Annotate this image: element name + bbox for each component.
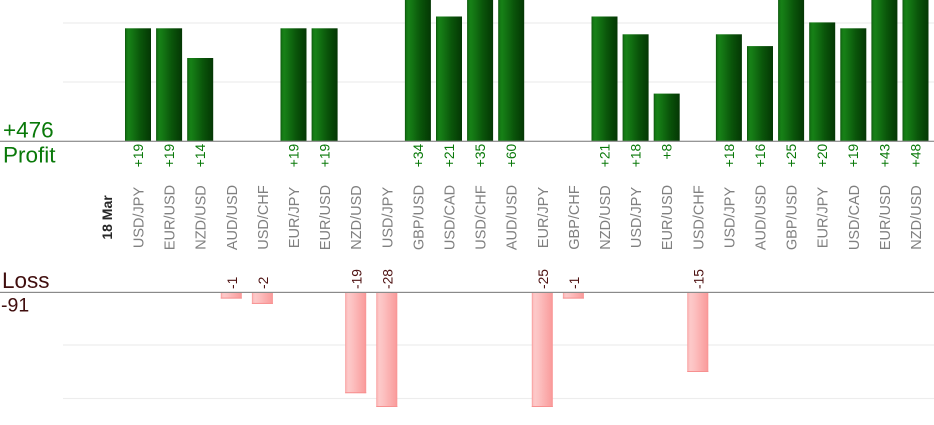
svg-text:+48: +48 [908, 143, 923, 167]
svg-text:+16: +16 [753, 143, 768, 167]
svg-text:+19: +19 [846, 143, 861, 167]
svg-text:-1: -1 [225, 277, 240, 289]
svg-text:+18: +18 [722, 143, 737, 167]
svg-text:18 Mar: 18 Mar [99, 195, 115, 240]
svg-text:+19: +19 [318, 143, 333, 167]
svg-text:-28: -28 [380, 269, 395, 289]
svg-text:EUR/USD: EUR/USD [163, 185, 179, 250]
svg-text:NZD/USD: NZD/USD [349, 185, 365, 249]
svg-text:AUD/USD: AUD/USD [505, 185, 521, 250]
svg-text:+43: +43 [877, 143, 892, 167]
svg-text:+21: +21 [597, 144, 612, 167]
svg-text:EUR/USD: EUR/USD [318, 185, 334, 250]
svg-text:AUD/USD: AUD/USD [754, 185, 770, 250]
svg-text:+19: +19 [131, 143, 146, 167]
svg-text:USD/JPY: USD/JPY [629, 187, 645, 249]
svg-text:USD/JPY: USD/JPY [722, 187, 738, 249]
svg-text:EUR/JPY: EUR/JPY [816, 187, 832, 249]
svg-text:+21: +21 [442, 144, 457, 167]
svg-text:+19: +19 [162, 143, 177, 167]
svg-text:GBP/CHF: GBP/CHF [567, 185, 583, 250]
svg-text:EUR/JPY: EUR/JPY [536, 187, 552, 249]
svg-text:+34: +34 [411, 143, 426, 167]
svg-text:-25: -25 [536, 269, 551, 289]
svg-text:USD/CAD: USD/CAD [443, 185, 459, 250]
svg-text:NZD/USD: NZD/USD [598, 185, 614, 249]
svg-text:-1: -1 [567, 277, 582, 289]
svg-text:+60: +60 [504, 143, 519, 167]
svg-text:USD/CHF: USD/CHF [691, 185, 707, 250]
svg-text:+476: +476 [3, 118, 54, 143]
svg-text:-15: -15 [691, 269, 706, 289]
svg-text:GBP/USD: GBP/USD [785, 185, 801, 250]
svg-text:-19: -19 [349, 269, 364, 289]
svg-text:USD/CHF: USD/CHF [474, 185, 490, 250]
svg-text:-2: -2 [256, 277, 271, 289]
svg-text:+14: +14 [193, 143, 208, 167]
svg-text:AUD/USD: AUD/USD [225, 185, 241, 250]
svg-text:USD/CHF: USD/CHF [256, 185, 272, 250]
svg-text:+25: +25 [784, 143, 799, 167]
svg-text:EUR/USD: EUR/USD [660, 185, 676, 250]
svg-text:USD/JPY: USD/JPY [380, 187, 396, 249]
svg-text:GBP/USD: GBP/USD [411, 185, 427, 250]
svg-text:+19: +19 [286, 143, 301, 167]
svg-text:USD/CAD: USD/CAD [847, 185, 863, 250]
svg-text:-91: -91 [1, 295, 29, 317]
svg-text:EUR/USD: EUR/USD [878, 185, 894, 250]
svg-text:+8: +8 [660, 143, 675, 159]
svg-text:USD/JPY: USD/JPY [132, 187, 148, 249]
svg-text:Profit: Profit [3, 143, 56, 168]
svg-text:+35: +35 [473, 143, 488, 167]
svg-text:NZD/USD: NZD/USD [194, 185, 210, 249]
svg-text:Loss: Loss [2, 268, 50, 293]
svg-text:+18: +18 [629, 143, 644, 167]
svg-text:NZD/USD: NZD/USD [909, 185, 925, 249]
svg-text:EUR/JPY: EUR/JPY [287, 187, 303, 249]
svg-text:+20: +20 [815, 143, 830, 167]
